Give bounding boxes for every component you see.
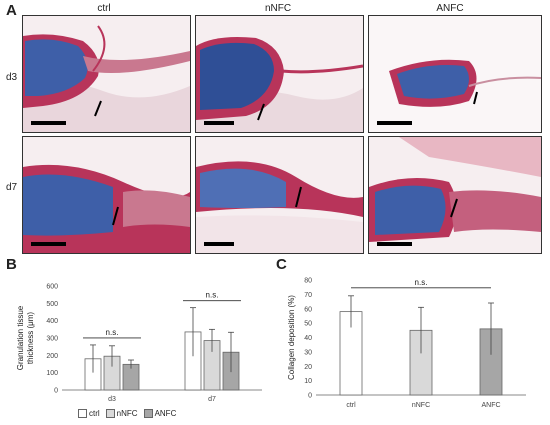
legend-item-ctrl: ctrl — [78, 409, 100, 418]
micrograph-d3-ctrl — [22, 15, 191, 133]
y-tick-label-20: 20 — [304, 364, 312, 371]
significance-label: n.s. — [415, 278, 428, 287]
significance-label-d3: n.s. — [106, 328, 119, 337]
y-tick-label-300: 300 — [46, 336, 58, 343]
y-axis-label: Collagen deposition (%) — [287, 295, 296, 380]
micrograph-d7-nnfc — [195, 136, 364, 254]
panel-b-letter: B — [6, 256, 17, 273]
micrograph-d7-anfc — [368, 136, 542, 254]
y-tick-label-70: 70 — [304, 292, 312, 299]
granulation-thickness-chart: 0 100 200 300 400 500 600 Granulation tissuethi… — [16, 284, 262, 403]
panel-c-letter: C — [276, 256, 287, 273]
column-label-ctrl: ctrl — [97, 3, 111, 14]
x-tick-label-ctrl: ctrl — [346, 402, 356, 409]
column-label-anfc: ANFC — [436, 3, 464, 14]
row-label-d3: d3 — [6, 72, 18, 83]
y-tick-label-10: 10 — [304, 378, 312, 385]
legend-item-anfc: ANFC — [143, 409, 176, 418]
x-tick-label-d7: d7 — [208, 396, 216, 403]
micrograph-d7-ctrl — [22, 136, 191, 254]
y-axis-label: Granulation tissuethickness (μm) — [16, 305, 35, 370]
legend-item-nnfc: nNFC — [105, 409, 138, 418]
y-tick-label-40: 40 — [304, 335, 312, 342]
y-tick-label-600: 600 — [46, 284, 58, 291]
y-tick-label-30: 30 — [304, 349, 312, 356]
y-tick-label-0: 0 — [308, 393, 312, 400]
x-tick-label-nNFC: nNFC — [412, 402, 430, 409]
x-tick-label-d3: d3 — [108, 396, 116, 403]
y-tick-label-100: 100 — [46, 370, 58, 377]
collagen-deposition-chart: 0 10 20 30 40 50 60 70 80 Collagen deposition (%)… — [287, 278, 526, 409]
y-tick-label-80: 80 — [304, 278, 312, 285]
y-tick-label-60: 60 — [304, 306, 312, 313]
micrograph-d3-anfc — [368, 15, 542, 133]
significance-label-d7: n.s. — [206, 291, 219, 300]
panel-a-letter: A — [6, 2, 17, 19]
y-tick-label-400: 400 — [46, 318, 58, 325]
y-tick-label-0: 0 — [54, 388, 58, 395]
column-label-nnfc: nNFC — [264, 3, 292, 14]
y-tick-label-50: 50 — [304, 321, 312, 328]
y-tick-label-200: 200 — [46, 353, 58, 360]
x-tick-label-ANFC: ANFC — [481, 402, 500, 409]
y-tick-label-500: 500 — [46, 301, 58, 308]
row-label-d7: d7 — [6, 182, 18, 193]
panel-b-legend: ctrl nNFC ANFC — [78, 409, 176, 418]
micrograph-d3-nnfc — [195, 15, 364, 133]
